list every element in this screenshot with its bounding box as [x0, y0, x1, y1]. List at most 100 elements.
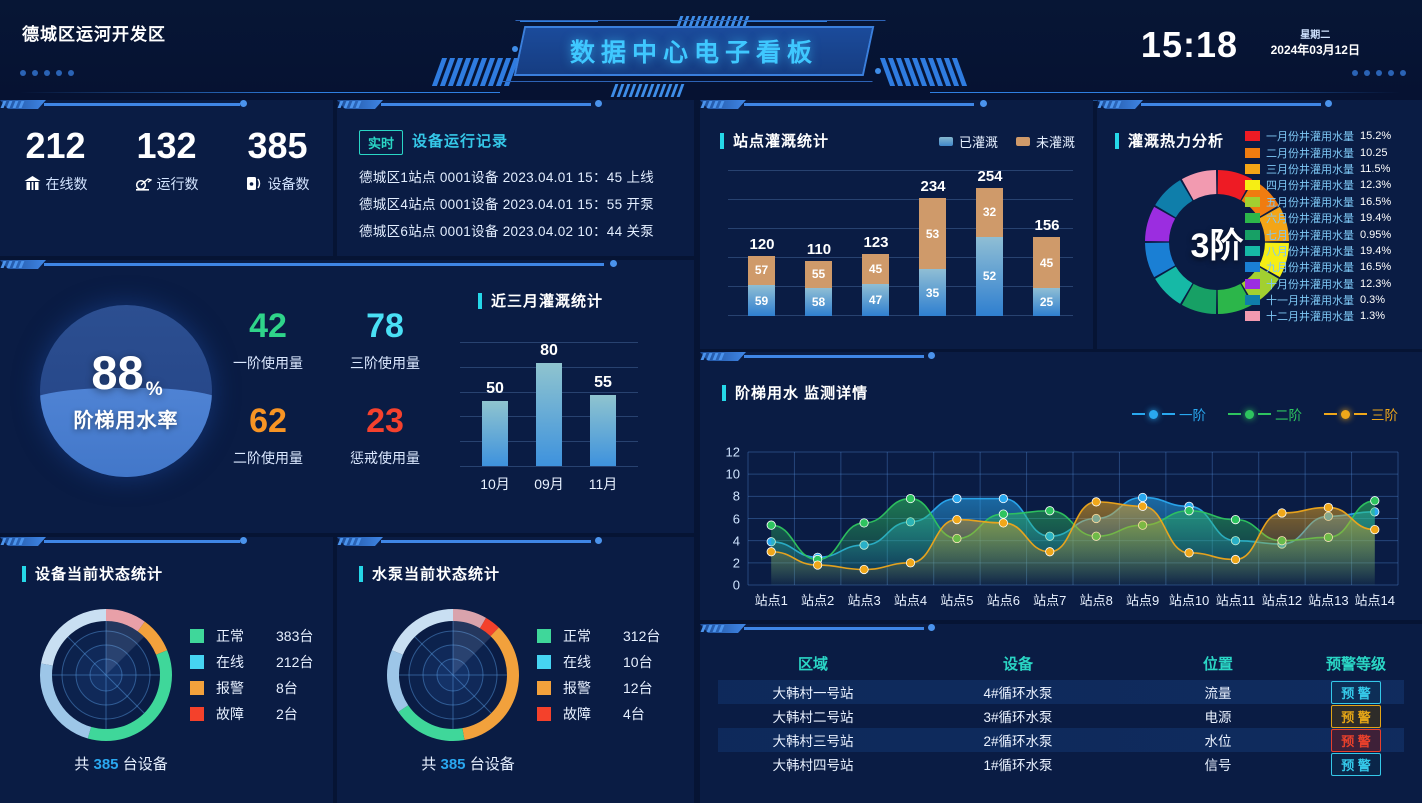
line-legend: 一阶 二阶 三阶: [1132, 404, 1398, 424]
x-axis-tick: 站点7: [1033, 593, 1067, 608]
usage-tier2-label: 二阶使用量: [233, 450, 303, 467]
bar-segment-not-irrigated: 55: [805, 260, 832, 288]
stat-devices-label-wrap: 设备数: [222, 174, 333, 194]
series-point: [1045, 547, 1055, 557]
status-arc: [480, 617, 499, 637]
legend-label: 六月份井灌用水量: [1266, 213, 1354, 226]
device-status-legend: 正常 383台 在线 212台 报警 8台 故障 2台: [190, 623, 313, 727]
legend-value: 212台: [276, 654, 314, 670]
legend-swatch: [190, 629, 204, 643]
legend-value: 16.5%: [1360, 195, 1392, 208]
series-point: [952, 493, 962, 504]
gauge-percent-symbol: %: [145, 379, 163, 400]
bar-total-label: 156: [1034, 217, 1060, 235]
series-point: [1184, 548, 1194, 558]
device-total-prefix: 共: [74, 756, 90, 773]
usage-tier1-label: 一阶使用量: [233, 355, 303, 372]
stat-running-label-wrap: 运行数: [111, 174, 222, 194]
series-point: [1323, 502, 1333, 513]
legend-label: 故障: [216, 706, 244, 722]
legend-label: 十一月井灌用水量: [1266, 295, 1354, 308]
list-item: 十一月井灌用水量 0.3%: [1245, 292, 1391, 308]
legend-swatch: [190, 655, 204, 669]
series-point: [1091, 497, 1101, 507]
irrigation-chart: 5759120站点一5558110站点二4547123站点三5335234站点四…: [728, 168, 1073, 413]
legend-swatch: [1245, 213, 1260, 224]
legend-label: 十月份井灌用水量: [1266, 278, 1354, 291]
list-item: 一月份井灌用水量 15.2%: [1245, 128, 1391, 144]
list-item: 三月份井灌用水量 11.5%: [1245, 161, 1391, 177]
status-arc: [87, 650, 172, 741]
list-item[interactable]: 二阶: [1228, 404, 1302, 424]
legend-label: 三月份井灌用水量: [1266, 163, 1354, 176]
x-axis-tick: 站点8: [1079, 593, 1113, 608]
clock: 15:18: [1140, 24, 1238, 65]
panel-ladder-usage: 88% 阶梯用水率 42 一阶使用量 78 三阶使用量 62 二阶使用量 23 …: [0, 260, 694, 533]
bar-segment-irrigated: 59: [748, 285, 775, 316]
date-label: 2024年03月12日: [1270, 42, 1360, 57]
legend-dash: [1258, 413, 1271, 415]
bar-segment-irrigated: 58: [805, 287, 832, 316]
stat-online: 212 在线数: [0, 126, 111, 194]
month-bar: [590, 394, 616, 466]
pump-total-prefix: 共: [421, 756, 437, 773]
legend-value: 19.4%: [1360, 212, 1392, 225]
x-axis-tick: 站点14: [1354, 593, 1396, 608]
legend-swatch: [1245, 229, 1260, 240]
panel-top-decor: [0, 100, 333, 110]
series-point: [905, 558, 916, 568]
list-item: 八月份井灌用水量 19.4%: [1245, 243, 1391, 259]
irrigation-legend: 已灌溉 未灌溉: [938, 132, 1075, 151]
list-item[interactable]: 一阶: [1132, 404, 1206, 424]
gauge-water-fill: [40, 387, 212, 477]
cell-level: 预 警: [1308, 680, 1404, 704]
series-point: [859, 564, 869, 575]
cell-position: 水位: [1204, 734, 1232, 749]
legend-label: 在线: [563, 654, 591, 670]
stat-running: 132 运行数: [111, 126, 222, 194]
bar-segment-not-irrigated: 45: [1033, 237, 1060, 288]
list-item: 十月份井灌用水量 12.3%: [1245, 276, 1391, 292]
title-knob-left: [512, 46, 518, 52]
heat-title: 灌溉热力分析: [1115, 130, 1224, 151]
usage-tier2: 62 二阶使用量: [208, 402, 328, 468]
series-point: [998, 493, 1008, 504]
list-item: 报警 8台: [190, 675, 313, 701]
page-title: 数据中心电子看板: [569, 39, 818, 67]
pump-total-suffix: 台设备: [469, 756, 515, 773]
record-line-2: 德城区4站点 0001设备 2023.04.01 15：55 开泵: [359, 197, 655, 212]
usage-tier2-value: 62: [249, 402, 287, 440]
legend-label-irrigated: 已灌溉: [958, 135, 998, 150]
months-title-label: 近三月灌溉统计: [491, 293, 604, 310]
bar-segment-not-irrigated: 53: [919, 198, 946, 270]
pump-status-legend: 正常 312台 在线 10台 报警 12台 故障 4台: [537, 623, 660, 727]
line-chart: 0 2 4 6 8 10 12 站点1 站点2 站点3 站点4 站点5 站点6 站点7 站点8 站点9 站点10…: [726, 445, 1399, 608]
legend-label: 十二月井灌用水量: [1266, 311, 1354, 324]
legend-swatch: [1245, 278, 1260, 289]
table-row[interactable]: 大韩村一号站 4#循环水泵 流量 预 警: [718, 680, 1404, 704]
legend-label: 三阶: [1371, 408, 1398, 423]
heat-donut-chart: 3阶: [1137, 162, 1297, 322]
dashboard-header: 德城区运河开发区 数据中心电子看板 15:18 星期二 2024年03月12日: [0, 0, 1422, 101]
series-point: [1370, 496, 1380, 506]
series-point: [766, 520, 776, 530]
legend-label: 在线: [216, 654, 244, 670]
legend-label: 正常: [216, 628, 244, 644]
heat-legend: 一月份井灌用水量 15.2% 二月份井灌用水量 10.25 三月份井灌用水量 11.5% 四…: [1245, 128, 1391, 325]
gauge-percent-value: 88: [91, 346, 144, 399]
series-point: [905, 493, 916, 504]
usage-tier3-value: 78: [366, 307, 404, 345]
table-row[interactable]: 大韩村二号站 3#循环水泵 电源 预 警: [718, 704, 1404, 728]
pump-total: 共 385 台设备: [355, 753, 581, 774]
usage-tier1-value: 42: [249, 307, 287, 345]
series-point: [998, 509, 1008, 519]
col-area: 区域: [797, 655, 828, 673]
legend-value: 12台: [623, 680, 653, 696]
table-row[interactable]: 大韩村四号站 1#循环水泵 信号 预 警: [718, 752, 1404, 776]
list-item[interactable]: 三阶: [1324, 404, 1398, 424]
table-row: 32 52: [976, 188, 1003, 316]
gauge-caption: 阶梯用水率: [73, 410, 179, 432]
table-row[interactable]: 大韩村三号站 2#循环水泵 水位 预 警: [718, 728, 1404, 752]
list-item: 二月份井灌用水量 10.25: [1245, 144, 1391, 160]
date-block: 星期二 2024年03月12日: [1271, 30, 1360, 58]
